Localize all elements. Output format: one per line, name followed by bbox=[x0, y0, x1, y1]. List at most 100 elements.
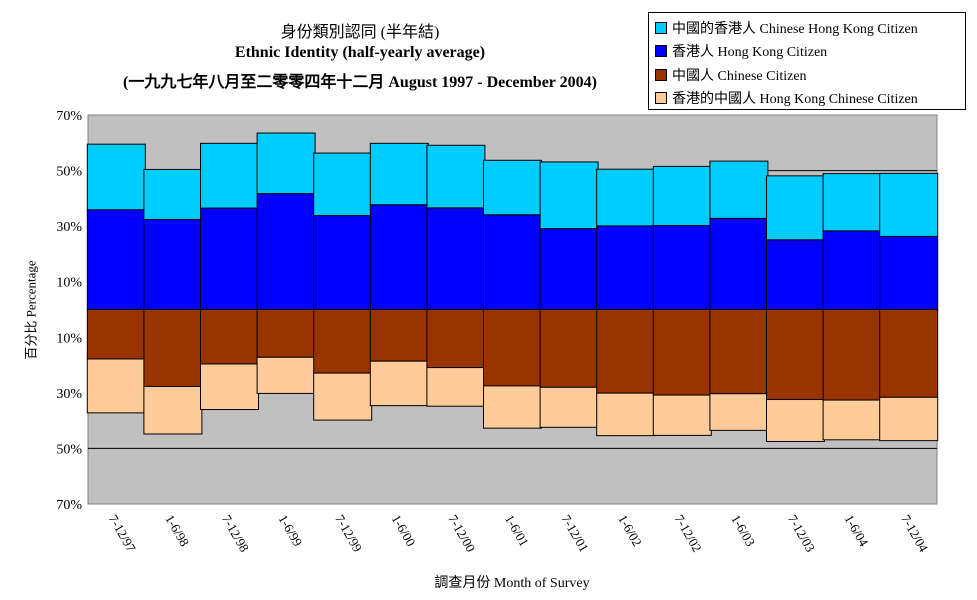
bar-chinese-hong-kong-citizen-1-6-98 bbox=[143, 168, 203, 220]
bar-hong-kong-citizen-1-6-99 bbox=[256, 193, 316, 311]
bar-chinese-hong-kong-citizen-7-12-98 bbox=[200, 142, 259, 209]
bar-hong-kong-chinese-citizen-7-12-03 bbox=[766, 399, 825, 442]
bar-chinese-citizen-7-12-99 bbox=[313, 309, 373, 374]
bar-hong-kong-chinese-citizen-1-6-98 bbox=[143, 385, 203, 435]
bar-hong-kong-citizen-7-12-03 bbox=[766, 239, 825, 310]
bar-hong-kong-citizen-7-12-98 bbox=[200, 207, 259, 310]
x-tick-label: 1-6/02 bbox=[615, 512, 645, 549]
y-tick-label: 50% bbox=[56, 442, 82, 457]
y-axis-label: 百分比 Percentage bbox=[23, 260, 39, 360]
x-tick-label: 7-12/01 bbox=[559, 512, 592, 555]
bar-chinese-hong-kong-citizen-1-6-00 bbox=[369, 142, 429, 206]
legend-label: 香港人 Hong Kong Citizen bbox=[672, 45, 828, 60]
bar-chinese-citizen-1-6-00 bbox=[369, 309, 429, 362]
bar-hong-kong-chinese-citizen-1-6-01 bbox=[483, 385, 542, 429]
x-tick-label: 7-12/97 bbox=[106, 512, 139, 555]
bar-hong-kong-chinese-citizen-1-6-04 bbox=[822, 399, 882, 441]
y-tick-label: 50% bbox=[56, 165, 82, 180]
bar-chinese-citizen-7-12-97 bbox=[86, 309, 146, 360]
legend-swatch bbox=[655, 92, 667, 104]
bar-chinese-hong-kong-citizen-1-6-01 bbox=[483, 159, 542, 216]
bar-chinese-hong-kong-citizen-1-6-04 bbox=[822, 173, 882, 232]
bar-hong-kong-citizen-7-12-97 bbox=[86, 209, 146, 310]
bar-chinese-citizen-7-12-02 bbox=[652, 309, 712, 396]
bar-hong-kong-citizen-7-12-01 bbox=[539, 228, 599, 310]
bar-chinese-citizen-1-6-04 bbox=[822, 309, 882, 401]
y-tick-label: 10% bbox=[56, 331, 82, 346]
bar-chinese-citizen-1-6-98 bbox=[143, 309, 203, 387]
bar-hong-kong-chinese-citizen-1-6-00 bbox=[369, 360, 429, 407]
bar-chinese-citizen-7-12-03 bbox=[766, 309, 825, 401]
bar-hong-kong-chinese-citizen-1-6-99 bbox=[256, 356, 316, 394]
x-tick-label: 1-6/04 bbox=[842, 512, 872, 549]
bar-hong-kong-citizen-7-12-04 bbox=[879, 235, 939, 310]
bar-chinese-hong-kong-citizen-7-12-03 bbox=[766, 175, 825, 241]
bar-hong-kong-citizen-7-12-99 bbox=[313, 215, 373, 310]
chart-title: Ethnic Identity (half-yearly average) bbox=[234, 44, 486, 61]
bar-hong-kong-citizen-1-6-02 bbox=[596, 225, 656, 311]
bar-chinese-citizen-1-6-03 bbox=[709, 309, 769, 395]
x-tick-label: 7-12/98 bbox=[219, 512, 252, 555]
bar-hong-kong-chinese-citizen-7-12-01 bbox=[539, 386, 599, 428]
x-tick-label: 7-12/03 bbox=[785, 512, 818, 555]
x-tick-label: 7-12/99 bbox=[332, 512, 365, 555]
bar-hong-kong-citizen-7-12-00 bbox=[426, 207, 486, 311]
legend-item-chinese-citizen: 中國人 Chinese Citizen bbox=[655, 65, 807, 85]
bar-chinese-hong-kong-citizen-1-6-03 bbox=[709, 160, 769, 219]
legend-swatch bbox=[655, 22, 667, 34]
bar-hong-kong-citizen-1-6-01 bbox=[483, 214, 542, 310]
chart-title-chinese: 身份類別認同 (半年結) bbox=[280, 24, 440, 41]
legend: 中國的香港人 Chinese Hong Kong Citizen 香港人 Hon… bbox=[648, 12, 966, 110]
legend-label: 中國人 Chinese Citizen bbox=[672, 69, 807, 84]
bar-chinese-citizen-1-6-99 bbox=[256, 309, 316, 358]
bar-chinese-hong-kong-citizen-7-12-01 bbox=[539, 161, 599, 230]
y-tick-label: 30% bbox=[56, 387, 82, 402]
bar-hong-kong-citizen-1-6-98 bbox=[143, 218, 203, 310]
bar-hong-kong-chinese-citizen-7-12-97 bbox=[86, 358, 146, 414]
bar-hong-kong-chinese-citizen-1-6-03 bbox=[709, 393, 769, 431]
legend-label: 中國的香港人 Chinese Hong Kong Citizen bbox=[672, 22, 918, 37]
bar-hong-kong-citizen-7-12-02 bbox=[652, 225, 712, 310]
bar-chinese-hong-kong-citizen-7-12-04 bbox=[879, 172, 939, 237]
bar-hong-kong-citizen-1-6-04 bbox=[822, 230, 882, 310]
legend-swatch bbox=[655, 69, 667, 81]
legend-swatch bbox=[655, 45, 667, 57]
bar-hong-kong-chinese-citizen-7-12-98 bbox=[200, 363, 259, 411]
x-tick-label: 7-12/00 bbox=[445, 512, 478, 555]
bar-hong-kong-chinese-citizen-7-12-02 bbox=[652, 394, 712, 436]
x-tick-label: 1-6/98 bbox=[162, 512, 192, 549]
x-axis-label: 調查月份 Month of Survey bbox=[434, 576, 590, 591]
x-tick-label: 1-6/01 bbox=[502, 512, 532, 549]
bar-chinese-citizen-7-12-04 bbox=[879, 309, 939, 398]
bar-chinese-citizen-1-6-01 bbox=[483, 309, 542, 387]
y-tick-label: 70% bbox=[56, 109, 82, 124]
bar-hong-kong-chinese-citizen-1-6-02 bbox=[596, 392, 656, 437]
y-tick-label: 30% bbox=[56, 220, 82, 235]
x-tick-label: 7-12/04 bbox=[898, 512, 931, 555]
bar-chinese-citizen-7-12-98 bbox=[200, 309, 259, 365]
legend-item-hong-kong-chinese-citizen: 香港的中國人 Hong Kong Chinese Citizen bbox=[655, 88, 918, 108]
bar-chinese-citizen-7-12-00 bbox=[426, 309, 486, 369]
bar-chinese-hong-kong-citizen-7-12-00 bbox=[426, 144, 486, 209]
chart-subtitle: (一九九七年八月至二零零四年十二月 August 1997 - December… bbox=[123, 74, 597, 91]
x-tick-label: 1-6/03 bbox=[728, 512, 758, 549]
bar-hong-kong-chinese-citizen-7-12-00 bbox=[426, 367, 486, 407]
bar-chinese-hong-kong-citizen-7-12-99 bbox=[313, 152, 373, 217]
bar-chinese-citizen-7-12-01 bbox=[539, 309, 599, 388]
x-tick-label: 7-12/02 bbox=[672, 512, 705, 555]
x-tick-label: 1-6/00 bbox=[389, 512, 419, 549]
bar-chinese-hong-kong-citizen-1-6-02 bbox=[596, 168, 656, 227]
bar-hong-kong-chinese-citizen-7-12-99 bbox=[313, 372, 373, 421]
bar-chinese-hong-kong-citizen-7-12-02 bbox=[652, 165, 712, 227]
legend-item-hong-kong-citizen: 香港人 Hong Kong Citizen bbox=[655, 41, 827, 61]
bar-hong-kong-citizen-1-6-03 bbox=[709, 217, 769, 310]
x-tick-label: 1-6/99 bbox=[276, 512, 306, 549]
bar-chinese-citizen-1-6-02 bbox=[596, 309, 656, 394]
bar-chinese-hong-kong-citizen-1-6-99 bbox=[256, 132, 316, 195]
y-tick-label: 70% bbox=[56, 498, 82, 513]
y-tick-label: 10% bbox=[56, 276, 82, 291]
bar-hong-kong-citizen-1-6-00 bbox=[369, 204, 429, 311]
bar-chinese-hong-kong-citizen-7-12-97 bbox=[86, 143, 146, 211]
